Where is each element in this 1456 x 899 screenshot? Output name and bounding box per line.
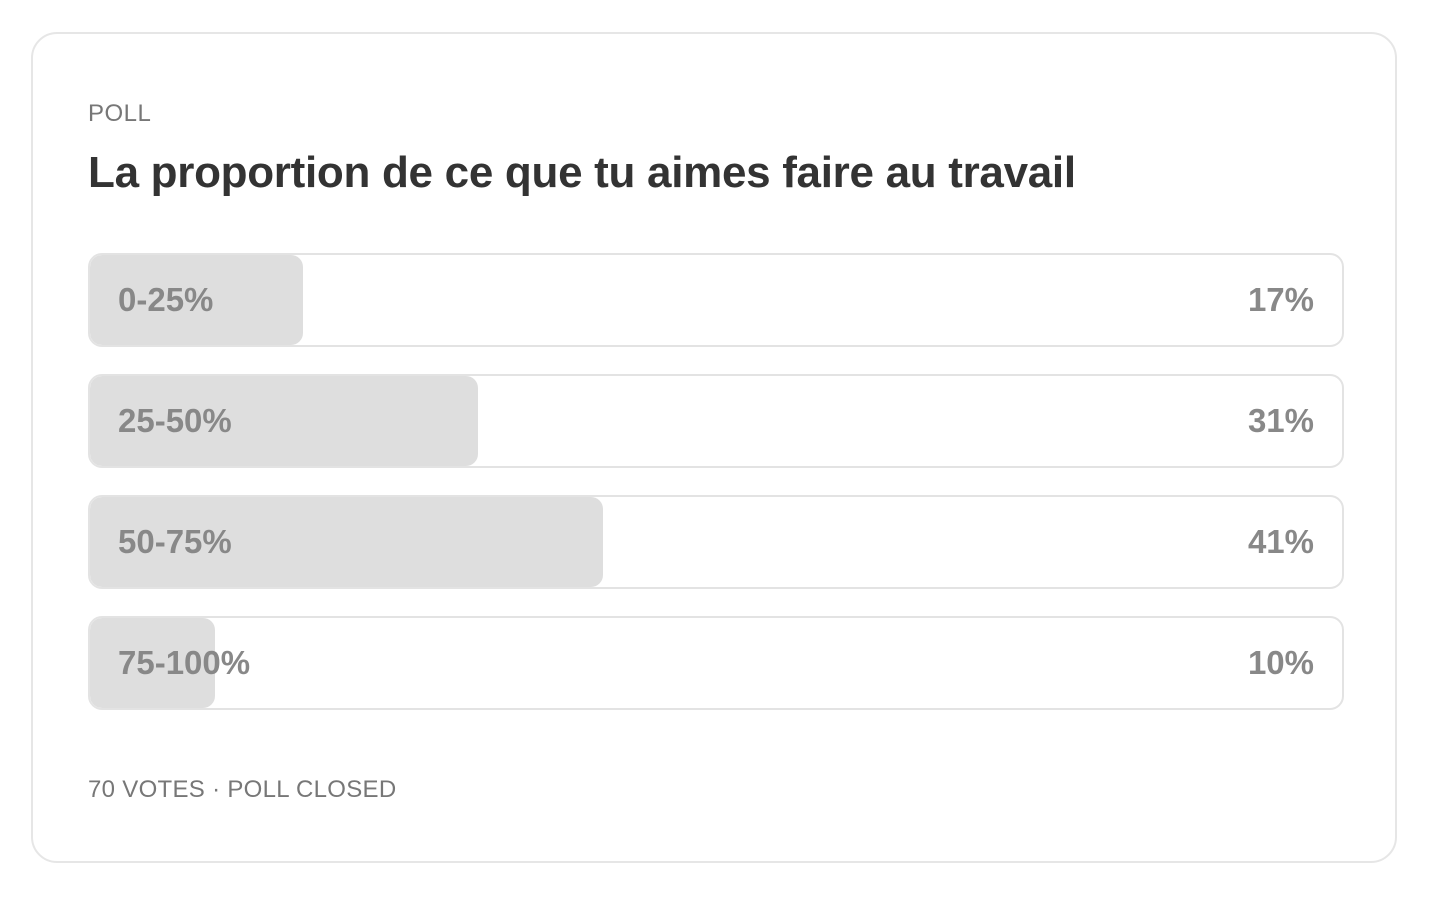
poll-option-percent: 41%: [1247, 523, 1314, 560]
poll-question: La proportion de ce que tu aimes faire a…: [88, 148, 1076, 197]
poll-option-bar: [90, 497, 604, 587]
poll-option-75-100: 75-100% 10%: [88, 616, 1344, 710]
poll-option-0-25: 0-25% 17%: [88, 253, 1344, 347]
poll-option-bar: [90, 618, 216, 708]
poll-option-percent: 10%: [1247, 644, 1314, 681]
poll-option-label: 25-50%: [118, 402, 232, 439]
poll-card: POLL La proportion de ce que tu aimes fa…: [31, 32, 1397, 863]
poll-option-label: 0-25%: [118, 281, 214, 318]
poll-footer: 70 VOTES · POLL CLOSED: [88, 776, 397, 803]
poll-kicker: POLL: [88, 100, 152, 127]
poll-option-25-50: 25-50% 31%: [88, 374, 1344, 468]
poll-option-percent: 17%: [1247, 281, 1314, 318]
poll-option-label: 50-75%: [118, 523, 232, 560]
poll-options: 0-25% 17% 25-50% 31% 50-75% 41% 75-100% …: [88, 253, 1344, 737]
poll-option-50-75: 50-75% 41%: [88, 495, 1344, 589]
poll-option-bar: [90, 376, 479, 466]
poll-option-bar: [90, 255, 303, 345]
poll-option-percent: 31%: [1247, 402, 1314, 439]
poll-option-label: 75-100%: [118, 644, 251, 681]
